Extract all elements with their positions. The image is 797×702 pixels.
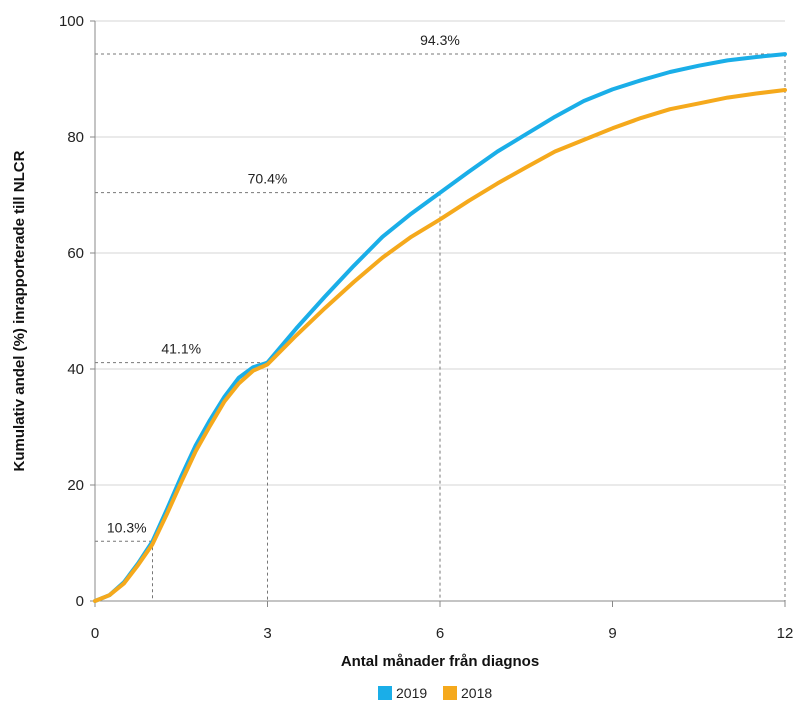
annotation-label: 41.1% — [161, 341, 201, 357]
y-tick-label: 20 — [67, 477, 84, 494]
annotation-label: 94.3% — [420, 32, 460, 48]
annotation-guides — [95, 53, 786, 601]
y-tick-label: 0 — [76, 593, 84, 610]
annotation-labels: 10.3% 41.1% 70.4% 94.3% — [107, 32, 460, 535]
legend-label-2019: 2019 — [396, 685, 427, 701]
y-tick-label: 80 — [67, 129, 84, 146]
legend-swatch-2019 — [378, 686, 392, 700]
legend: 2019 2018 — [378, 685, 492, 701]
legend-label-2018: 2018 — [461, 685, 492, 701]
series-lines — [93, 52, 787, 603]
x-tick-label: 9 — [608, 625, 616, 642]
x-tick-label: 6 — [436, 625, 444, 642]
x-tick-label: 0 — [91, 625, 99, 642]
y-tick-label: 60 — [67, 245, 84, 262]
legend-swatch-2018 — [443, 686, 457, 700]
x-tick-label: 12 — [777, 625, 794, 642]
series-line-2018 — [93, 88, 787, 603]
annotation-label: 10.3% — [107, 519, 147, 535]
x-axis-title: Antal månader från diagnos — [341, 653, 539, 670]
y-tick-label: 100 — [59, 13, 84, 30]
y-axis-title: Kumulativ andel (%) inrapporterade till … — [11, 150, 28, 471]
x-tick-label: 3 — [263, 625, 271, 642]
annotation-label: 70.4% — [248, 171, 288, 187]
tick-labels: 0 20 40 60 80 100 0 3 6 9 12 — [59, 13, 793, 642]
y-tick-label: 40 — [67, 361, 84, 378]
